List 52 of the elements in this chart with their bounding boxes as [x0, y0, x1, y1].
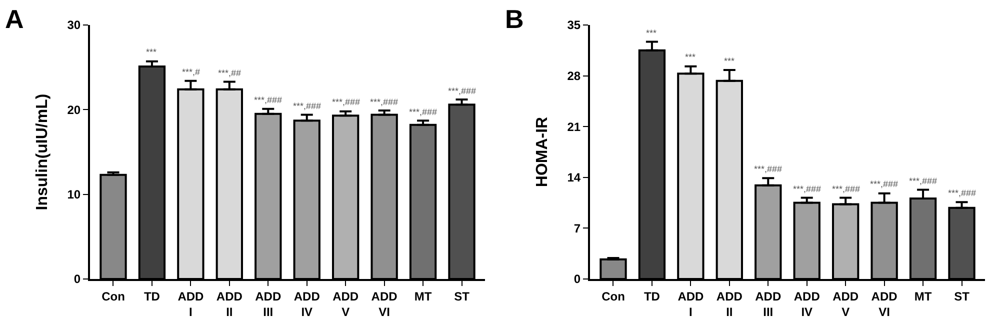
chart-title: B [505, 4, 524, 34]
annotation: ***,### [832, 184, 860, 194]
y-tick-label: 10 [67, 188, 81, 202]
x-tick-label: ADD V [332, 289, 359, 319]
x-tick-label: ADD III [755, 289, 782, 319]
x-tick-label: TD [144, 289, 160, 304]
x-tick-label: Con [102, 289, 125, 304]
x-tick-label: TD [644, 289, 660, 304]
y-tick-label: 21 [567, 120, 581, 134]
annotation: ***,### [293, 101, 322, 111]
annotation: ***,### [870, 179, 898, 189]
x-tick-label: ADD VI [871, 289, 898, 319]
x-tick-label: ST [454, 289, 470, 304]
annotation: *** [646, 28, 658, 38]
x-tick-label: ADD IV [294, 289, 320, 319]
y-tick-label: 7 [574, 221, 581, 236]
annotation: ***,### [948, 188, 976, 198]
annotation: ***,### [409, 107, 438, 117]
x-tick-label: ADD IV [794, 289, 820, 319]
annotation: ***,### [754, 164, 782, 174]
x-tick-label: ADD II [216, 289, 243, 319]
y-tick-label: 35 [567, 18, 581, 32]
x-tick-label: ADD V [832, 289, 859, 319]
annotation: ***,### [448, 86, 476, 96]
x-tick-label: MT [914, 289, 932, 304]
annotation: *** [685, 52, 696, 62]
x-tick-label: ST [954, 289, 970, 304]
annotation: *** [724, 56, 736, 66]
x-tick-label: ADD I [178, 289, 204, 319]
x-tick-label: Con [602, 289, 625, 304]
x-tick-label: MT [414, 289, 432, 304]
chart-title: A [5, 4, 24, 34]
annotation: ***,### [793, 184, 822, 194]
x-tick-label: ADD I [678, 289, 704, 319]
annotation: ***,## [218, 68, 242, 78]
x-tick-label: ADD III [255, 289, 282, 319]
y-tick-label: 28 [567, 69, 581, 83]
annotation: ***,### [370, 97, 398, 107]
y-tick-label: 20 [67, 102, 81, 117]
y-tick-label: 30 [67, 18, 81, 32]
annotation: ***,### [332, 97, 360, 107]
y-tick-label: 14 [567, 170, 581, 185]
y-tick-label: 0 [574, 272, 581, 286]
annotation: ***,# [182, 67, 200, 77]
annotation: *** [146, 47, 158, 57]
annotation: ***,### [254, 95, 282, 105]
x-tick-label: ADD VI [371, 289, 398, 319]
y-axis-title: HOMA-IR [534, 116, 551, 188]
y-axis-title: Insulin(uIU/mL) [34, 94, 51, 210]
annotation: ***,### [909, 176, 938, 186]
x-tick-label: ADD II [716, 289, 743, 319]
y-tick-label: 0 [74, 272, 81, 286]
